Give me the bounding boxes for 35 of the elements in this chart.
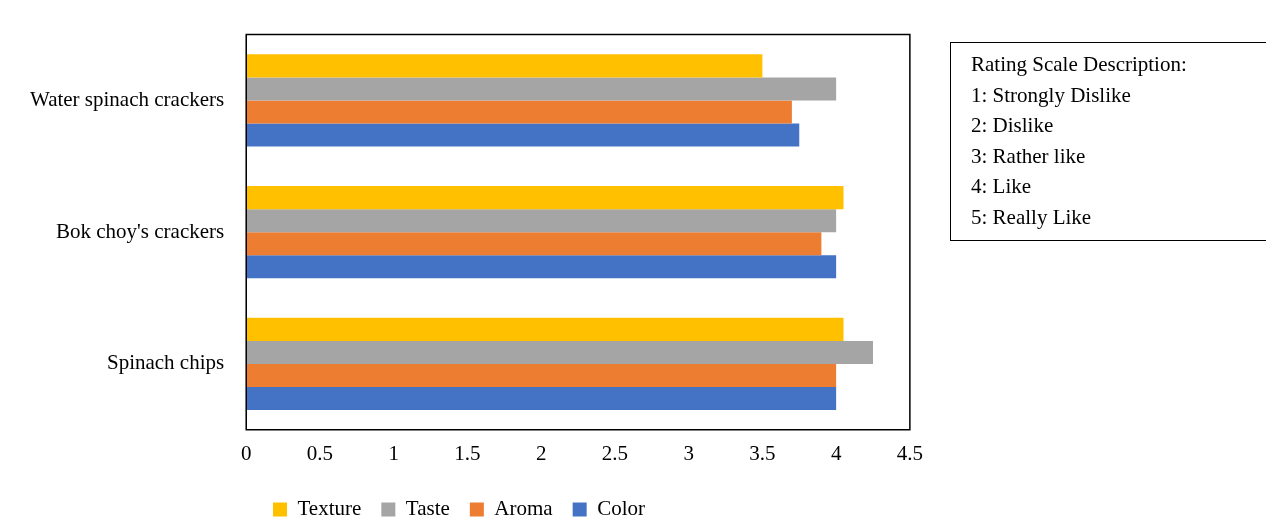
x-tick-label: 4.5 bbox=[896, 440, 923, 465]
y-tick-label: Spinach chips bbox=[106, 350, 225, 375]
text: 2: Dislike bbox=[971, 112, 1055, 139]
x-tick-label: 0 bbox=[240, 440, 252, 465]
x-tick-label: 2.5 bbox=[601, 440, 629, 465]
x-tick-label: 1.5 bbox=[454, 440, 481, 465]
legend-label: Taste bbox=[405, 496, 450, 521]
bar bbox=[246, 186, 844, 210]
text: 4: Like bbox=[971, 173, 1033, 200]
bar bbox=[246, 232, 822, 256]
y-tick-label: Bok choy's crackers bbox=[55, 218, 225, 243]
bar bbox=[246, 317, 844, 341]
text: 5: Really Like bbox=[971, 203, 1093, 231]
x-tick-label: 1 bbox=[388, 440, 399, 465]
x-tick-label: 0.5 bbox=[306, 440, 334, 465]
text: Rating Scale Description: bbox=[971, 51, 1188, 78]
x-tick-label: 3 bbox=[683, 440, 694, 465]
x-tick-label: 4 bbox=[830, 440, 842, 465]
bar bbox=[246, 255, 837, 279]
x-tick-label: 3.5 bbox=[749, 440, 776, 465]
bar bbox=[246, 209, 837, 233]
bar bbox=[246, 363, 837, 387]
bar bbox=[246, 386, 837, 411]
y-tick-label: Water spinach crackers bbox=[30, 86, 225, 111]
text: 3: Rather like bbox=[971, 142, 1087, 170]
bar bbox=[246, 340, 873, 364]
x-tick-label: 2 bbox=[535, 440, 547, 465]
legend-label: Color bbox=[597, 496, 645, 521]
bar bbox=[246, 100, 792, 124]
legend-label: Texture bbox=[297, 496, 362, 521]
bar bbox=[246, 54, 763, 78]
bar bbox=[246, 123, 800, 147]
text: 1: Strongly Dislike bbox=[971, 81, 1132, 109]
bar bbox=[246, 77, 837, 101]
legend-label: Aroma bbox=[494, 496, 554, 521]
